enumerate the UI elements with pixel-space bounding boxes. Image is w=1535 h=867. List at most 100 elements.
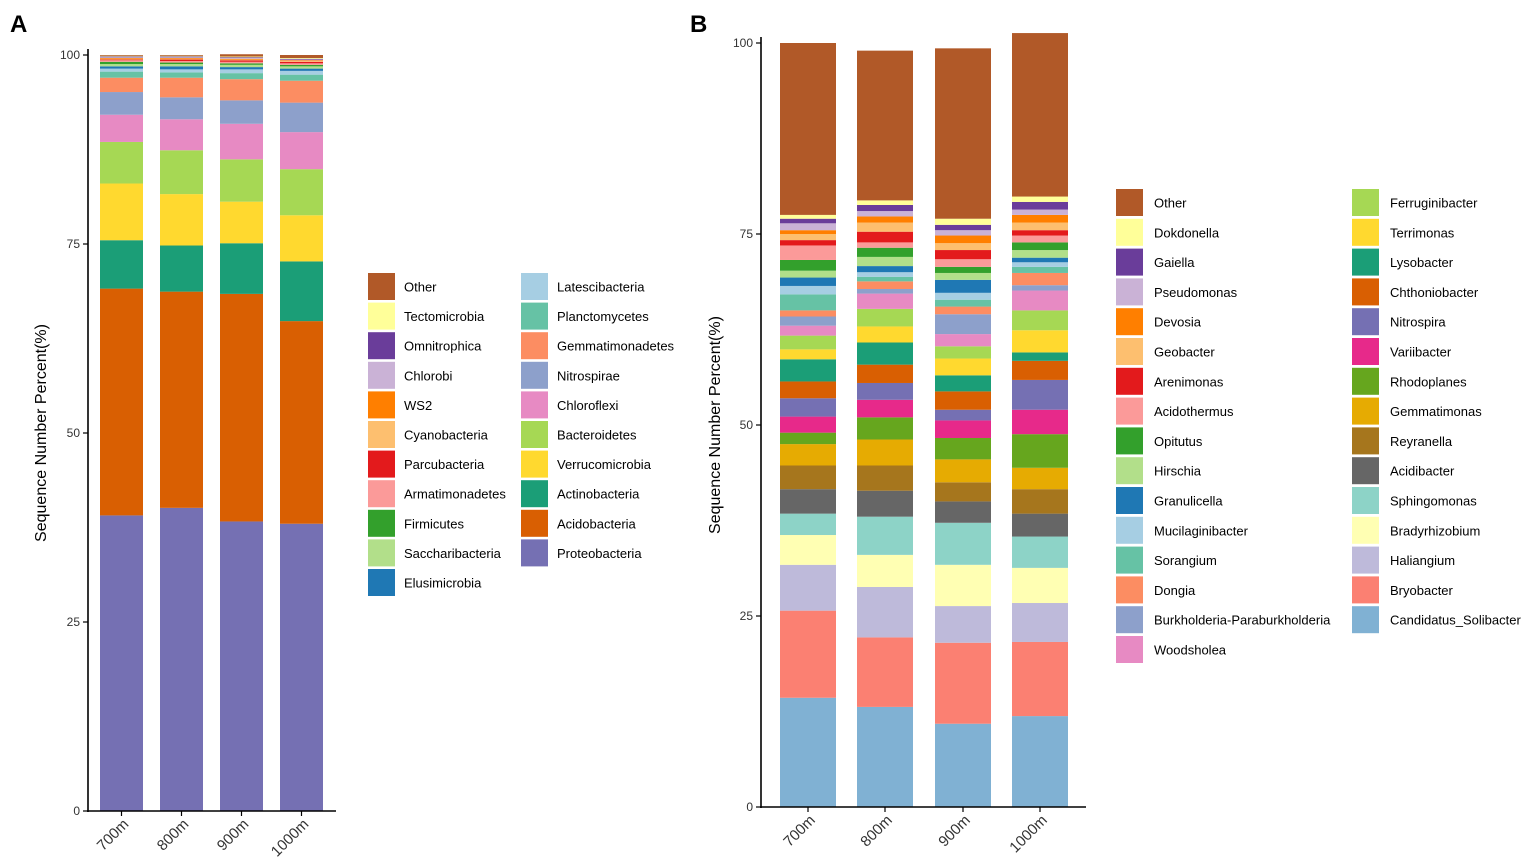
legend-swatch-a-acidobacteria (521, 509, 548, 537)
bar-segment-b-700m-14 (780, 335, 836, 350)
legend-label-b-geobacter: Geobacter (1154, 345, 1215, 360)
legend-label-b-granulicella: Granulicella (1154, 494, 1223, 509)
legend-swatch-b-dokdonella (1116, 218, 1143, 246)
bar-segment-b-800m-7 (857, 439, 913, 466)
legend-swatch-b-arenimonas (1116, 367, 1143, 395)
bar-segment-a-1000m-9 (280, 70, 323, 75)
bar-segment-b-900m-7 (935, 459, 991, 483)
bar-segment-a-1000m-19 (280, 58, 323, 59)
bar-segment-b-900m-13 (935, 358, 991, 376)
bar-segment-a-700m-4 (100, 141, 143, 184)
legend-swatch-a-gemmatimonadetes (521, 332, 548, 360)
bar-segment-b-700m-18 (780, 294, 836, 311)
bar-segment-a-800m-6 (160, 97, 203, 120)
legend-swatch-b-woodsholea (1116, 636, 1143, 663)
legend-label-a-other: Other (404, 280, 437, 295)
legend-swatch-b-opitutus (1116, 427, 1143, 455)
bar-segment-a-900m-13 (220, 61, 263, 64)
legend-swatch-b-bradyrhizobium (1352, 516, 1379, 544)
bar-segment-a-1000m-12 (280, 64, 323, 67)
legend-swatch-b-rhodoplanes (1352, 367, 1379, 395)
bar-segment-b-900m-18 (935, 299, 991, 307)
bar-segment-b-700m-29 (780, 214, 836, 219)
bar-segment-b-1000m-9 (1012, 409, 1068, 435)
legend-swatch-b-ferruginibacter (1352, 189, 1379, 216)
bar-segment-a-900m-16 (220, 58, 263, 60)
bar-segment-a-700m-15 (100, 58, 143, 60)
legend-swatch-b-terrimonas (1352, 218, 1379, 246)
bar-segment-a-1000m-6 (280, 102, 323, 133)
bar-segment-b-1000m-6 (1012, 489, 1068, 514)
legend-label-a-elusimicrobia: Elusimicrobia (404, 576, 482, 591)
bar-segment-a-900m-9 (220, 69, 263, 74)
bar-segment-b-900m-6 (935, 482, 991, 502)
legend-swatch-b-hirschia (1116, 457, 1143, 485)
legend-label-a-firmicutes: Firmicutes (404, 516, 464, 531)
legend-swatch-a-omnitrophica (368, 332, 395, 360)
bar-segment-a-900m-7 (220, 79, 263, 101)
bar-segment-b-1000m-17 (1012, 272, 1068, 286)
bar-segment-b-900m-20 (935, 279, 991, 293)
bar-segment-b-800m-4 (857, 516, 913, 555)
legend-swatch-a-cyanobacteria (368, 421, 395, 448)
bar-segment-a-900m-1 (220, 293, 263, 522)
bar-segment-a-800m-20 (160, 55, 203, 56)
legend-label-b-arenimonas: Arenimonas (1154, 374, 1224, 389)
bar-segment-b-900m-21 (935, 272, 991, 280)
bar-segment-a-700m-12 (100, 61, 143, 65)
bar-segment-a-800m-9 (160, 69, 203, 73)
bar-segment-b-800m-25 (857, 222, 913, 232)
legend-swatch-b-lysobacter (1352, 248, 1379, 276)
bar-segment-a-800m-12 (160, 62, 203, 65)
legend-label-a-acidobacteria: Acidobacteria (557, 516, 637, 531)
bar-segment-b-1000m-14 (1012, 310, 1068, 331)
bar-segment-a-900m-11 (220, 64, 263, 68)
bar-segment-a-800m-4 (160, 150, 203, 195)
bar-segment-a-800m-19 (160, 55, 203, 57)
bar-segment-a-700m-20 (100, 55, 143, 56)
x-tick-label-b-800m: 800m (857, 812, 896, 851)
legend-label-b-reyranella: Reyranella (1390, 434, 1453, 449)
legend-swatch-a-actinobacteria (521, 480, 548, 508)
bar-segment-a-800m-16 (160, 58, 203, 59)
bar-segment-a-900m-3 (220, 201, 263, 244)
legend-label-b-terrimonas: Terrimonas (1390, 225, 1455, 240)
bar-segment-a-800m-2 (160, 245, 203, 292)
bar-segment-b-800m-6 (857, 465, 913, 491)
bar-segment-b-700m-27 (780, 223, 836, 231)
bar-segment-b-700m-11 (780, 381, 836, 399)
bar-segment-b-700m-24 (780, 240, 836, 246)
bar-segment-b-900m-0 (935, 723, 991, 807)
bar-segment-a-700m-2 (100, 240, 143, 289)
bar-segment-b-800m-1 (857, 637, 913, 707)
bar-segment-b-900m-29 (935, 218, 991, 225)
bar-segment-b-900m-10 (935, 409, 991, 421)
bar-segment-a-900m-5 (220, 123, 263, 160)
legend-swatch-b-sphingomonas (1352, 487, 1379, 514)
legend-swatch-b-nitrospira (1352, 308, 1379, 336)
bar-segment-b-1000m-25 (1012, 222, 1068, 231)
bar-segment-a-800m-15 (160, 58, 203, 60)
legend-swatch-b-gaiella (1116, 248, 1143, 276)
bar-segment-a-800m-5 (160, 119, 203, 151)
bar-segment-a-800m-1 (160, 291, 203, 508)
x-tick-label-b-700m: 700m (780, 812, 819, 851)
legend-swatch-a-chloroflexi (521, 391, 548, 419)
bar-segment-b-1000m-2 (1012, 603, 1068, 642)
legend-swatch-b-acidothermus (1116, 397, 1143, 425)
x-tick-label-b-1000m: 1000m (1006, 812, 1050, 856)
bar-segment-a-1000m-16 (280, 60, 323, 62)
bar-segment-a-900m-12 (220, 63, 263, 65)
bar-segment-b-1000m-12 (1012, 352, 1068, 361)
bar-segment-b-700m-21 (780, 270, 836, 278)
bar-segment-a-800m-13 (160, 61, 203, 63)
legend-swatch-a-chlorobi (368, 361, 395, 389)
bar-segment-b-900m-16 (935, 314, 991, 335)
bar-segment-b-1000m-26 (1012, 214, 1068, 223)
legend-swatch-b-burkholderia-paraburkholderia (1116, 606, 1143, 634)
bar-segment-a-900m-15 (220, 59, 263, 61)
bar-segment-a-1000m-4 (280, 169, 323, 216)
bar-segment-b-900m-17 (935, 306, 991, 315)
legend-label-b-bryobacter: Bryobacter (1390, 583, 1454, 598)
y-tick-label-b-75: 75 (740, 227, 754, 241)
